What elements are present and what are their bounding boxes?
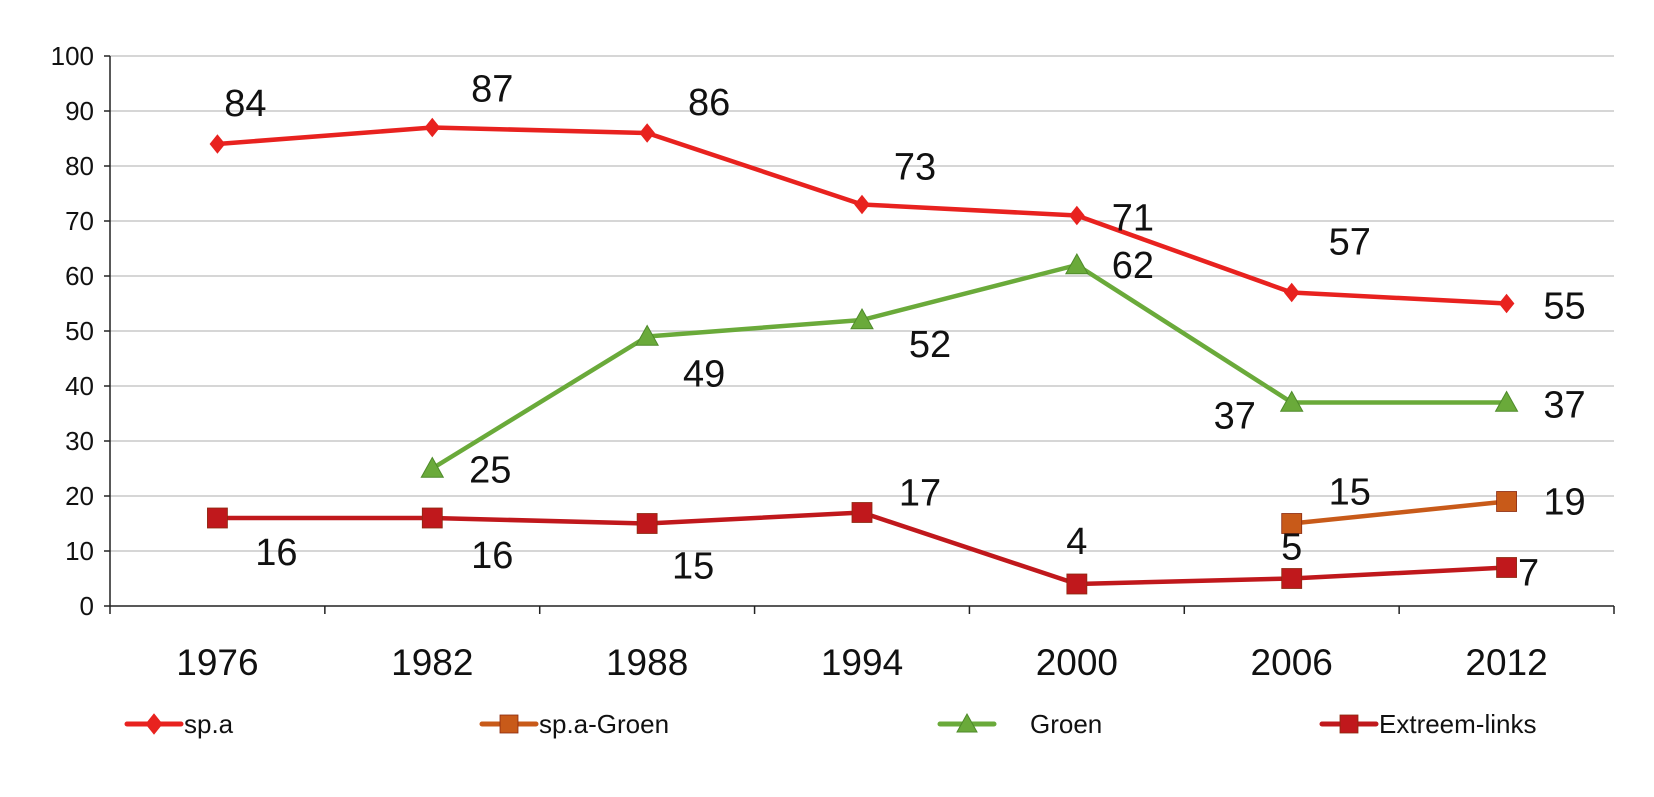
marker-triangle xyxy=(850,307,874,330)
legend: sp.a sp.a-Groen Groen Extreem-links xyxy=(124,709,1536,739)
marker-square xyxy=(207,507,228,529)
legend-item: sp.a-Groen xyxy=(479,709,669,739)
data-label: 52 xyxy=(909,324,951,366)
data-label: 5 xyxy=(1281,527,1302,569)
data-label: 37 xyxy=(1543,385,1585,427)
series-line xyxy=(431,262,1507,471)
y-tick-label: 50 xyxy=(65,316,94,346)
marker-triangle xyxy=(1494,390,1519,412)
marker-triangle xyxy=(420,456,445,478)
legend-label: Groen xyxy=(1030,709,1102,739)
data-label: 15 xyxy=(1329,472,1371,514)
x-tick-label: 2012 xyxy=(1465,642,1547,683)
data-label: 86 xyxy=(688,82,730,124)
series-line xyxy=(217,125,1507,306)
marker-square xyxy=(1496,491,1517,512)
marker-square xyxy=(1281,513,1303,534)
x-tick-label: 1976 xyxy=(176,642,258,683)
legend-label: Extreem-links xyxy=(1379,709,1536,739)
marker-square xyxy=(636,513,658,534)
data-label: 15 xyxy=(672,546,714,588)
y-tick-label: 70 xyxy=(65,206,94,236)
marker-triangle xyxy=(1065,252,1089,275)
legend-item: Extreem-links xyxy=(1319,709,1536,739)
y-tick-label: 40 xyxy=(65,371,94,401)
data-label: 17 xyxy=(899,473,941,515)
marker-diamond xyxy=(639,123,655,143)
data-label: 57 xyxy=(1329,222,1371,264)
y-tick-label: 0 xyxy=(80,591,94,621)
marker-square xyxy=(1339,714,1359,734)
marker-triangle xyxy=(1279,390,1304,412)
data-label: 87 xyxy=(471,69,513,111)
series-sp-a xyxy=(209,117,1515,314)
marker-diamond xyxy=(1069,205,1085,226)
data-label: 49 xyxy=(683,354,725,396)
data-label: 62 xyxy=(1112,245,1154,287)
series-line xyxy=(1291,499,1507,526)
marker-square xyxy=(1066,573,1088,595)
marker-diamond xyxy=(424,117,441,138)
data-label: 7 xyxy=(1518,553,1539,595)
data-label: 84 xyxy=(224,83,266,125)
y-tick-label: 20 xyxy=(65,481,94,511)
x-tick-label: 1988 xyxy=(606,642,688,683)
x-tick-label: 2000 xyxy=(1036,642,1118,683)
x-tick-label: 1994 xyxy=(821,642,903,683)
x-tick-label: 2006 xyxy=(1251,642,1333,683)
data-label: 19 xyxy=(1543,482,1585,524)
gridlines xyxy=(110,55,1614,552)
marker-square xyxy=(499,714,519,734)
marker-diamond xyxy=(145,713,163,735)
data-label: 25 xyxy=(469,450,511,492)
marker-triangle xyxy=(635,324,659,346)
x-tick-label: 1982 xyxy=(391,642,473,683)
data-label: 16 xyxy=(471,535,513,577)
data-label: 73 xyxy=(894,147,936,189)
legend-item: Groen xyxy=(937,709,1102,739)
y-tick-label: 90 xyxy=(65,96,94,126)
data-label: 4 xyxy=(1066,521,1087,563)
y-tick-label: 10 xyxy=(65,536,94,566)
y-tick-label: 100 xyxy=(51,41,94,71)
series-group xyxy=(207,117,1519,595)
series-extreem-links xyxy=(207,502,1517,595)
marker-square xyxy=(421,507,443,529)
legend-label: sp.a xyxy=(184,709,234,739)
data-label: 55 xyxy=(1543,286,1585,328)
data-label: 16 xyxy=(255,532,297,574)
series-groen xyxy=(420,252,1519,478)
data-label: 37 xyxy=(1214,396,1256,438)
marker-square xyxy=(1281,568,1303,589)
series-sp-a-groen xyxy=(1281,491,1517,534)
marker-diamond xyxy=(209,134,226,154)
y-tick-label: 30 xyxy=(65,426,94,456)
y-tick-label: 80 xyxy=(65,151,94,181)
marker-square xyxy=(851,502,873,523)
axes: 0 10 20 30 40 50 60 70 80 90 100 1976 1982 1988 1994 20… xyxy=(51,41,1615,683)
marker-triangle xyxy=(956,712,978,733)
legend-item: sp.a xyxy=(124,709,234,739)
marker-diamond xyxy=(1498,293,1515,314)
marker-diamond xyxy=(854,194,870,215)
marker-diamond xyxy=(1283,282,1300,303)
marker-square xyxy=(1496,557,1517,578)
y-tick-label: 60 xyxy=(65,261,94,291)
data-label: 71 xyxy=(1112,198,1154,240)
legend-label: sp.a-Groen xyxy=(539,709,669,739)
